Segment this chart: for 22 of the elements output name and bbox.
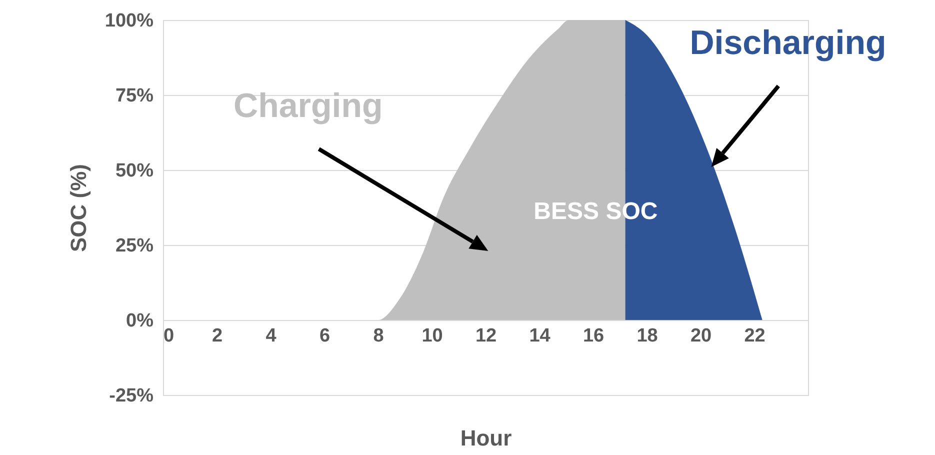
x-tick-label: 20 bbox=[690, 326, 712, 346]
x-tick-label: 2 bbox=[212, 326, 223, 346]
x-tick-label: 16 bbox=[582, 326, 604, 346]
x-tick-label: 4 bbox=[266, 326, 277, 346]
x-tick-label: 6 bbox=[319, 326, 330, 346]
y-tick-label: 100% bbox=[104, 10, 154, 32]
x-tick-label: 18 bbox=[636, 326, 658, 346]
x-axis-title: Hour bbox=[460, 426, 512, 450]
text: Charging bbox=[234, 87, 383, 125]
y-tick-label: 25% bbox=[115, 236, 154, 256]
x-tick-label: 12 bbox=[475, 326, 497, 346]
y-axis-title: SOC (%) bbox=[66, 164, 91, 252]
series-label: Discharging bbox=[690, 24, 886, 62]
x-tick-label: 8 bbox=[373, 326, 384, 346]
x-tick-label: 0 bbox=[164, 326, 174, 346]
x-tick-label: 10 bbox=[422, 326, 443, 346]
x-tick-label: 22 bbox=[744, 326, 766, 346]
y-tick-label: 50% bbox=[115, 160, 154, 182]
x-tick-label: 14 bbox=[529, 326, 551, 346]
y-tick-label: -25% bbox=[109, 386, 154, 406]
y-tick-label: 75% bbox=[115, 86, 154, 106]
y-tick-label: 0% bbox=[126, 310, 154, 332]
